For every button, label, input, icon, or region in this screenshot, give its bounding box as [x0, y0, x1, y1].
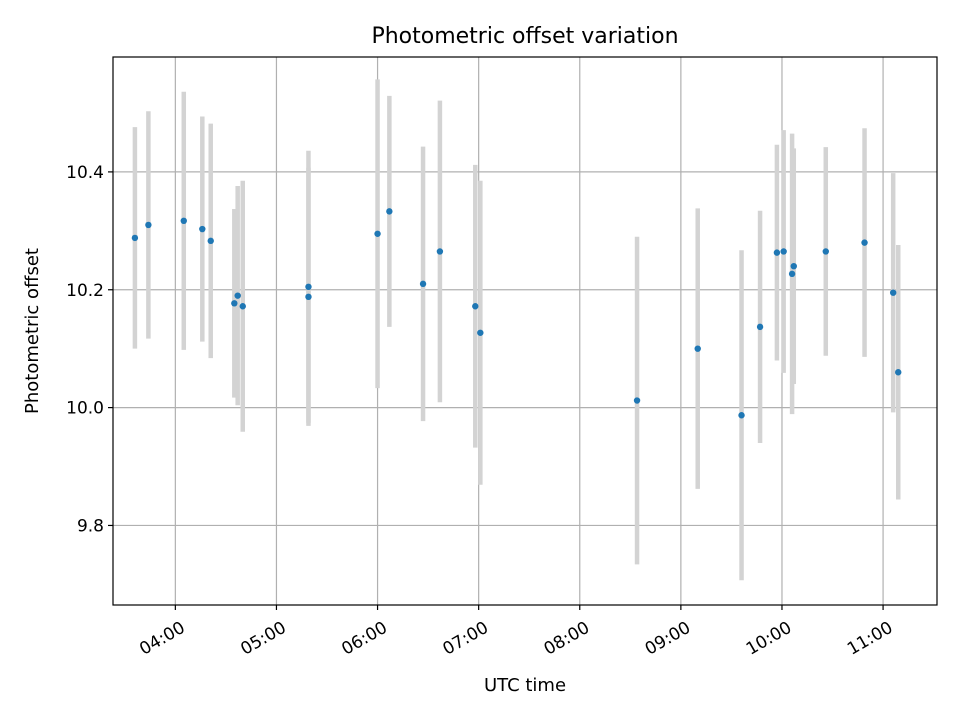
x-axis-label: UTC time: [484, 675, 566, 696]
y-axis-ticks: 9.8 10.0 10.2 10.4: [66, 163, 113, 536]
data-point: [472, 303, 479, 310]
data-point: [234, 292, 241, 299]
data-point: [738, 412, 745, 419]
y-tick-label: 10.0: [66, 399, 104, 419]
data-point: [436, 248, 444, 255]
data-point: [145, 221, 152, 229]
data-point: [773, 249, 781, 256]
data-point: [231, 300, 238, 307]
data-point: [239, 303, 246, 310]
data-point: [788, 270, 796, 278]
data-points: [131, 208, 902, 419]
data-point: [207, 237, 214, 245]
data-point: [756, 323, 764, 331]
data-point: [790, 262, 797, 270]
data-point: [861, 239, 868, 246]
data-point: [694, 345, 701, 352]
data-point: [889, 289, 897, 296]
data-point: [305, 283, 312, 291]
plot-frame: [112, 56, 938, 606]
data-point: [633, 397, 641, 404]
data-point: [780, 248, 787, 255]
chart-title: Photometric offset variation: [371, 24, 678, 49]
data-point: [895, 369, 902, 376]
data-point: [374, 230, 381, 237]
data-point: [180, 217, 187, 225]
y-tick-label: 9.8: [77, 516, 104, 536]
data-point: [199, 225, 206, 233]
y-axis-label: Photometric offset: [22, 248, 43, 414]
y-tick-label: 10.2: [66, 281, 104, 301]
y-tick-label: 10.4: [66, 163, 104, 183]
data-point: [386, 208, 393, 215]
data-point: [822, 248, 829, 255]
data-point: [305, 293, 312, 301]
data-point: [419, 280, 427, 288]
data-point: [131, 234, 139, 242]
data-point: [477, 329, 484, 336]
